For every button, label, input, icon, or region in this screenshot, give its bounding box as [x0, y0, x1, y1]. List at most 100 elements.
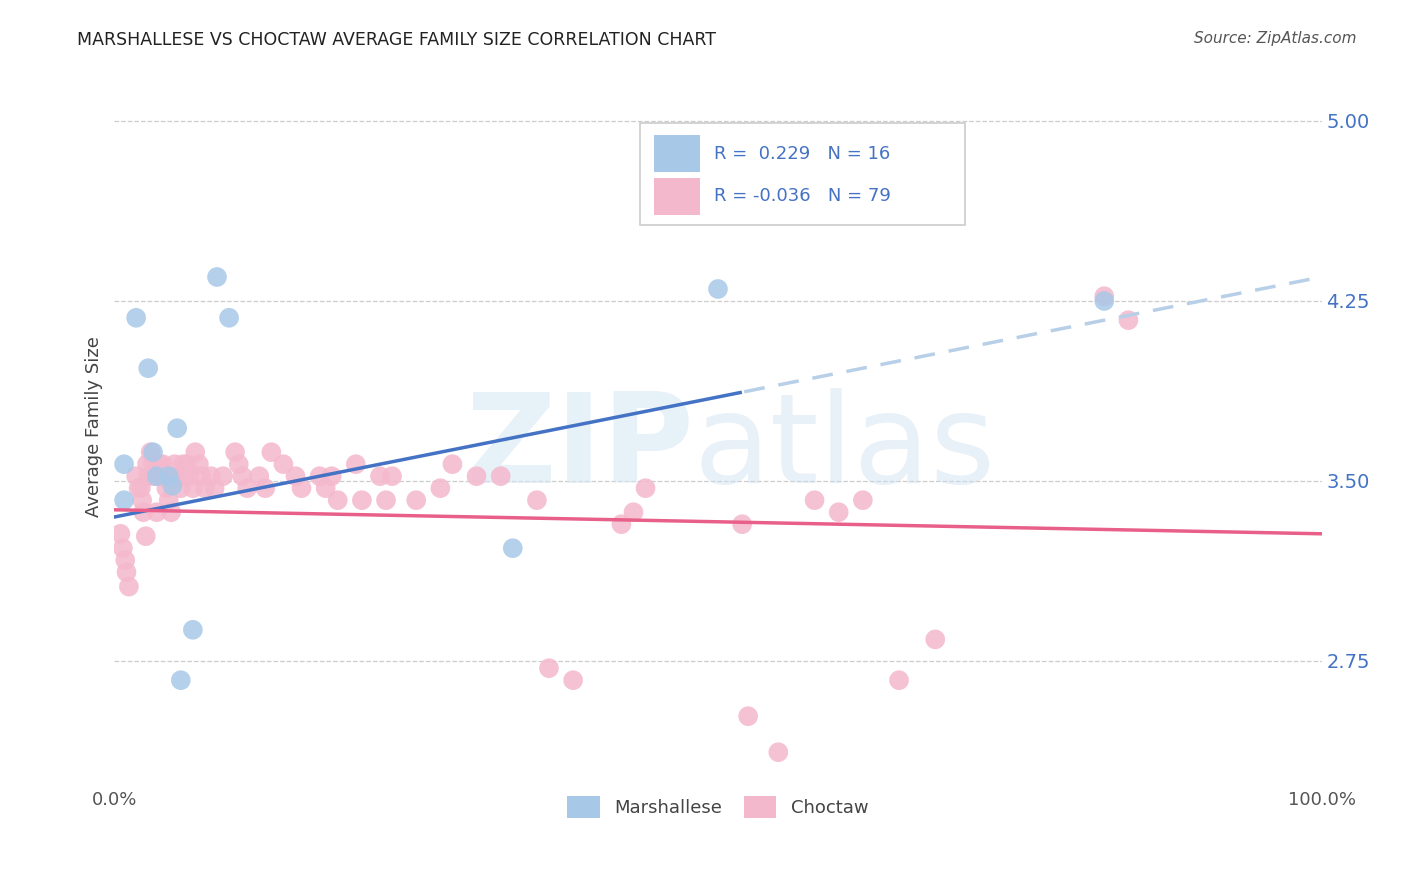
- Point: [184, 445, 207, 459]
- Point: [852, 493, 875, 508]
- Point: [135, 529, 157, 543]
- Point: [441, 457, 464, 471]
- Point: [187, 457, 209, 471]
- Point: [131, 493, 153, 508]
- Point: [152, 457, 174, 471]
- Point: [218, 310, 240, 325]
- Point: [803, 493, 825, 508]
- Point: [381, 469, 404, 483]
- Point: [228, 457, 250, 471]
- Point: [610, 517, 633, 532]
- Text: ZIP: ZIP: [465, 388, 693, 508]
- FancyBboxPatch shape: [654, 136, 700, 172]
- Point: [136, 457, 159, 471]
- Point: [115, 565, 138, 579]
- Point: [149, 469, 172, 483]
- Text: atlas: atlas: [693, 388, 995, 508]
- Legend: Marshallese, Choctaw: Marshallese, Choctaw: [560, 789, 876, 825]
- Point: [129, 481, 152, 495]
- Point: [526, 493, 548, 508]
- Point: [236, 481, 259, 495]
- Point: [290, 481, 312, 495]
- Point: [166, 469, 188, 483]
- Point: [112, 457, 135, 471]
- Point: [145, 469, 167, 483]
- Point: [1118, 313, 1140, 327]
- Point: [148, 457, 170, 471]
- Point: [181, 623, 204, 637]
- Point: [887, 673, 910, 688]
- Point: [502, 541, 524, 556]
- Point: [173, 469, 195, 483]
- Point: [429, 481, 451, 495]
- Point: [166, 421, 188, 435]
- Point: [143, 469, 166, 483]
- Point: [153, 469, 176, 483]
- Point: [179, 469, 201, 483]
- Point: [114, 553, 136, 567]
- Point: [828, 505, 851, 519]
- Point: [562, 673, 585, 688]
- Point: [136, 469, 159, 483]
- Point: [176, 457, 198, 471]
- Point: [157, 493, 180, 508]
- Point: [162, 479, 184, 493]
- Point: [321, 469, 343, 483]
- Point: [118, 580, 141, 594]
- FancyBboxPatch shape: [640, 122, 966, 225]
- Point: [136, 361, 159, 376]
- Point: [247, 469, 270, 483]
- Point: [308, 469, 330, 483]
- Point: [707, 282, 730, 296]
- Point: [737, 709, 759, 723]
- Point: [315, 481, 337, 495]
- Point: [375, 493, 398, 508]
- Point: [125, 310, 148, 325]
- Point: [155, 481, 177, 495]
- Point: [157, 469, 180, 483]
- Text: Source: ZipAtlas.com: Source: ZipAtlas.com: [1194, 31, 1357, 46]
- Point: [145, 505, 167, 519]
- Point: [112, 493, 135, 508]
- Point: [768, 745, 790, 759]
- Point: [142, 445, 165, 459]
- Point: [205, 270, 228, 285]
- Point: [125, 469, 148, 483]
- Point: [160, 505, 183, 519]
- Point: [170, 481, 193, 495]
- Point: [489, 469, 512, 483]
- Point: [128, 481, 150, 495]
- Point: [170, 673, 193, 688]
- Point: [142, 457, 165, 471]
- Point: [350, 493, 373, 508]
- Point: [190, 469, 212, 483]
- Point: [163, 457, 186, 471]
- Point: [634, 481, 657, 495]
- Point: [731, 517, 754, 532]
- Point: [924, 632, 946, 647]
- Text: R = -0.036   N = 79: R = -0.036 N = 79: [714, 187, 891, 205]
- Y-axis label: Average Family Size: Average Family Size: [86, 336, 103, 517]
- Point: [204, 481, 226, 495]
- Point: [368, 469, 391, 483]
- Point: [224, 445, 246, 459]
- Point: [1092, 293, 1115, 308]
- Point: [194, 481, 217, 495]
- Text: MARSHALLESE VS CHOCTAW AVERAGE FAMILY SIZE CORRELATION CHART: MARSHALLESE VS CHOCTAW AVERAGE FAMILY SI…: [77, 31, 716, 49]
- Point: [344, 457, 367, 471]
- Point: [254, 481, 277, 495]
- Point: [465, 469, 488, 483]
- FancyBboxPatch shape: [654, 178, 700, 215]
- Point: [273, 457, 295, 471]
- Point: [181, 481, 204, 495]
- Point: [200, 469, 222, 483]
- Point: [139, 445, 162, 459]
- Point: [231, 469, 253, 483]
- Point: [405, 493, 427, 508]
- Point: [260, 445, 283, 459]
- Point: [111, 541, 134, 556]
- Point: [1092, 289, 1115, 303]
- Point: [212, 469, 235, 483]
- Point: [623, 505, 645, 519]
- Point: [284, 469, 307, 483]
